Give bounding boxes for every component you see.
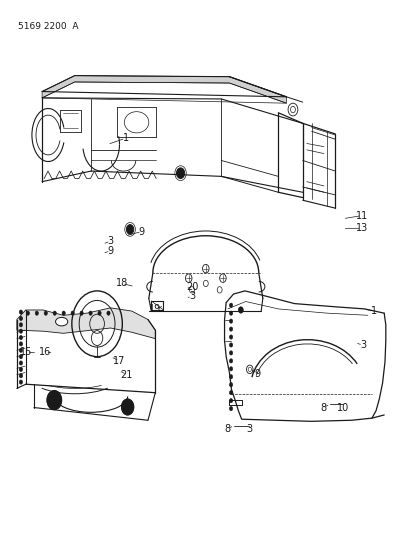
Circle shape	[19, 367, 22, 372]
Text: 9: 9	[139, 227, 145, 237]
Text: 5169 2200  A: 5169 2200 A	[18, 21, 78, 30]
Text: 3: 3	[359, 340, 365, 350]
Circle shape	[19, 317, 22, 320]
Circle shape	[19, 348, 22, 352]
Circle shape	[19, 361, 22, 365]
Text: 10: 10	[337, 402, 349, 413]
Circle shape	[229, 303, 232, 308]
Circle shape	[229, 391, 232, 395]
Circle shape	[19, 374, 22, 378]
Text: 9: 9	[107, 246, 113, 256]
Circle shape	[19, 342, 22, 346]
Text: 3: 3	[107, 236, 113, 246]
Circle shape	[80, 311, 83, 316]
Circle shape	[19, 322, 22, 327]
Text: 8: 8	[224, 424, 230, 434]
Ellipse shape	[55, 317, 67, 326]
Text: 3: 3	[189, 291, 195, 301]
Text: 1: 1	[122, 133, 128, 143]
Text: 11: 11	[355, 211, 367, 221]
Circle shape	[229, 351, 232, 355]
Circle shape	[19, 354, 22, 359]
Circle shape	[229, 367, 232, 371]
Circle shape	[47, 391, 61, 410]
Circle shape	[229, 327, 232, 331]
Circle shape	[89, 311, 92, 316]
Circle shape	[176, 168, 184, 179]
Circle shape	[229, 359, 232, 363]
Circle shape	[107, 311, 110, 316]
Text: 8: 8	[319, 402, 326, 413]
Circle shape	[238, 307, 243, 313]
Text: 1: 1	[370, 306, 376, 316]
Polygon shape	[17, 308, 155, 338]
Text: 16: 16	[39, 348, 52, 358]
Circle shape	[229, 311, 232, 316]
Circle shape	[126, 224, 133, 234]
Circle shape	[19, 329, 22, 333]
Circle shape	[19, 335, 22, 340]
Circle shape	[229, 335, 232, 339]
Text: 18: 18	[115, 278, 128, 288]
Circle shape	[71, 311, 74, 316]
Text: 13: 13	[355, 223, 367, 233]
Circle shape	[62, 311, 65, 316]
Text: 21: 21	[120, 370, 133, 379]
Circle shape	[98, 311, 101, 316]
Text: 3: 3	[245, 424, 252, 434]
Text: 17: 17	[113, 356, 126, 366]
Circle shape	[44, 311, 47, 316]
Circle shape	[26, 311, 29, 316]
Circle shape	[229, 375, 232, 379]
Circle shape	[229, 383, 232, 387]
Text: 19: 19	[149, 304, 161, 314]
Text: 20: 20	[185, 281, 198, 292]
Circle shape	[35, 311, 38, 316]
Circle shape	[229, 399, 232, 403]
Circle shape	[229, 319, 232, 323]
Circle shape	[229, 407, 232, 411]
Text: 15: 15	[20, 348, 33, 358]
Circle shape	[19, 380, 22, 384]
Text: 9: 9	[254, 369, 260, 378]
Polygon shape	[42, 76, 286, 103]
Circle shape	[19, 310, 22, 314]
Circle shape	[121, 399, 133, 415]
Circle shape	[229, 343, 232, 347]
Circle shape	[53, 311, 56, 316]
